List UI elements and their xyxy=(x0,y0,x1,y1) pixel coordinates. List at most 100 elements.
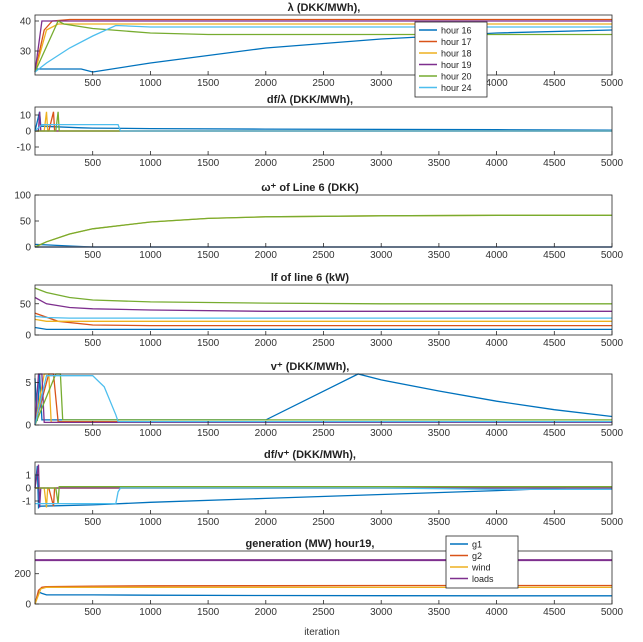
legend-entry: g1 xyxy=(472,540,482,550)
x-tick-label: 3000 xyxy=(370,607,393,618)
x-tick-label: 1000 xyxy=(139,607,162,618)
x-tick-label: 4000 xyxy=(485,428,508,439)
x-tick-label: 500 xyxy=(84,158,101,169)
subplot-lambda: λ (DKK/MWh), 500100015002000250030003500… xyxy=(20,2,624,98)
y-tick-label: 0 xyxy=(25,331,31,342)
legend-entry: g2 xyxy=(472,551,482,561)
subplot-line-flow: lf of line 6 (kW) 500 1000 1500 2000 2500 300… xyxy=(20,272,624,349)
x-tick-label: 1500 xyxy=(197,158,220,169)
x-tick-label: 3500 xyxy=(428,607,451,618)
x-tick-label: 1000 xyxy=(139,78,162,89)
x-tick-label: 1500 xyxy=(197,78,220,89)
x-tick-label: 1000 xyxy=(139,428,162,439)
x-tick-label: 3000 xyxy=(370,250,393,261)
y-tick-label: 50 xyxy=(20,217,32,228)
subplot-title: lf of line 6 (kW) xyxy=(271,272,350,284)
x-tick-label: 2000 xyxy=(255,78,278,89)
y-tick-label: 0 xyxy=(25,484,31,495)
x-tick-label: 2000 xyxy=(255,250,278,261)
x-tick-label: 2500 xyxy=(312,338,335,349)
series-line xyxy=(34,123,612,132)
x-tick-label: 2000 xyxy=(255,517,278,528)
x-tick-label: 500 xyxy=(84,78,101,89)
x-axis-label: iteration xyxy=(304,627,340,638)
x-tick-label: 4000 xyxy=(485,607,508,618)
plot-area xyxy=(35,195,612,247)
subplot-title: df/λ (DKK/MWh), xyxy=(267,94,353,106)
x-tick-label: 2500 xyxy=(312,517,335,528)
legend-entry: hour 19 xyxy=(441,60,472,70)
series-line xyxy=(35,487,612,505)
x-tick-label: 3000 xyxy=(370,158,393,169)
x-tick-label: 4500 xyxy=(543,428,566,439)
x-tick-label: 4000 xyxy=(485,78,508,89)
series-line xyxy=(34,20,612,73)
x-tick-label: 5000 xyxy=(601,428,624,439)
subplot-v-plus: v⁺ (DKK/MWh), 500 1000 1500 2000 2500 3000 350… xyxy=(25,361,623,439)
x-tick-label: 500 xyxy=(84,607,101,618)
y-tick-label: 200 xyxy=(14,569,31,580)
x-tick-label: 2000 xyxy=(255,158,278,169)
x-tick-label: 2500 xyxy=(312,428,335,439)
x-tick-label: 3500 xyxy=(428,338,451,349)
x-tick-label: 2000 xyxy=(255,607,278,618)
x-tick-label: 2000 xyxy=(255,338,278,349)
legend-entry: hour 16 xyxy=(441,26,472,36)
x-tick-label: 5000 xyxy=(601,158,624,169)
subplot-title: v⁺ (DKK/MWh), xyxy=(271,361,350,373)
x-tick-label: 3000 xyxy=(370,338,393,349)
x-tick-label: 1000 xyxy=(139,517,162,528)
series-line xyxy=(34,375,612,426)
x-tick-label: 2500 xyxy=(312,250,335,261)
x-tick-label: 4500 xyxy=(543,78,566,89)
series-line xyxy=(34,591,612,605)
y-tick-label: 5 xyxy=(25,378,31,389)
legend-entry: hour 24 xyxy=(441,83,472,93)
series-line xyxy=(34,312,612,327)
x-tick-label: 5000 xyxy=(601,250,624,261)
subplot-df-v-plus: df/v⁺ (DKK/MWh), 500 1000 1500 2000 2500 3000… xyxy=(22,449,623,528)
series-line xyxy=(34,214,612,248)
x-tick-label: 500 xyxy=(84,517,101,528)
y-tick-label: 100 xyxy=(14,191,31,202)
series-line xyxy=(34,586,612,605)
x-tick-label: 500 xyxy=(84,338,101,349)
x-tick-label: 4500 xyxy=(543,338,566,349)
subplot-title: λ (DKK/MWh), xyxy=(288,2,361,14)
x-tick-label: 5000 xyxy=(601,517,624,528)
x-tick-label: 1500 xyxy=(197,517,220,528)
y-tick-label: 0 xyxy=(25,600,31,611)
y-tick-label: 0 xyxy=(25,127,31,138)
plot-area xyxy=(35,15,612,75)
y-tick-label: 40 xyxy=(20,17,32,28)
series-line xyxy=(34,315,612,319)
y-tick-label: -10 xyxy=(17,143,32,154)
x-tick-label: 4000 xyxy=(485,158,508,169)
subplot-title: df/v⁺ (DKK/MWh), xyxy=(264,449,356,461)
x-tick-label: 5000 xyxy=(601,338,624,349)
x-tick-label: 4000 xyxy=(485,338,508,349)
x-tick-label: 4000 xyxy=(485,250,508,261)
series-line xyxy=(34,287,612,305)
y-tick-label: 10 xyxy=(20,111,32,122)
plot-area xyxy=(35,374,612,425)
x-tick-label: 1000 xyxy=(139,250,162,261)
series-line xyxy=(34,465,566,510)
x-tick-label: 500 xyxy=(84,428,101,439)
series-line xyxy=(34,296,612,312)
series-line xyxy=(34,18,612,73)
x-tick-label: 4500 xyxy=(543,517,566,528)
x-tick-label: 3000 xyxy=(370,428,393,439)
legend-entry: loads xyxy=(472,574,494,584)
x-tick-label: 2500 xyxy=(312,158,335,169)
legend-entry: hour 20 xyxy=(441,72,472,82)
subplot-df-lambda: df/λ (DKK/MWh), 500 1000 1500 2000 2500 3000 3… xyxy=(17,94,624,169)
x-tick-label: 4000 xyxy=(485,517,508,528)
x-tick-label: 2000 xyxy=(255,428,278,439)
x-tick-label: 5000 xyxy=(601,78,624,89)
x-tick-label: 3000 xyxy=(370,517,393,528)
x-tick-label: 3000 xyxy=(370,78,393,89)
